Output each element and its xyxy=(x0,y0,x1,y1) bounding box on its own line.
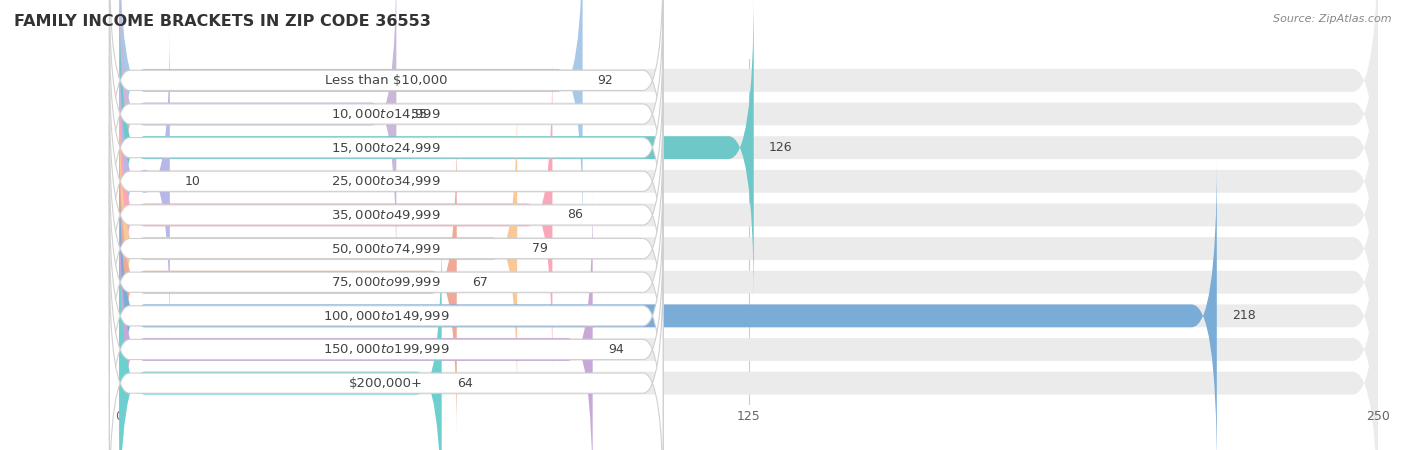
FancyBboxPatch shape xyxy=(120,126,457,439)
Text: $35,000 to $49,999: $35,000 to $49,999 xyxy=(332,208,441,222)
FancyBboxPatch shape xyxy=(120,226,1378,450)
Text: 86: 86 xyxy=(568,208,583,221)
FancyBboxPatch shape xyxy=(110,124,664,373)
Text: FAMILY INCOME BRACKETS IN ZIP CODE 36553: FAMILY INCOME BRACKETS IN ZIP CODE 36553 xyxy=(14,14,430,28)
FancyBboxPatch shape xyxy=(120,0,1378,237)
FancyBboxPatch shape xyxy=(110,57,664,306)
FancyBboxPatch shape xyxy=(110,158,664,407)
Text: 55: 55 xyxy=(412,108,427,121)
FancyBboxPatch shape xyxy=(110,191,664,440)
FancyBboxPatch shape xyxy=(120,193,1378,450)
Text: $25,000 to $34,999: $25,000 to $34,999 xyxy=(332,174,441,188)
Text: $150,000 to $199,999: $150,000 to $199,999 xyxy=(323,342,450,356)
FancyBboxPatch shape xyxy=(120,0,582,237)
Text: 64: 64 xyxy=(457,377,472,390)
FancyBboxPatch shape xyxy=(120,58,1378,372)
Text: 92: 92 xyxy=(598,74,613,87)
FancyBboxPatch shape xyxy=(120,24,170,338)
Text: $50,000 to $74,999: $50,000 to $74,999 xyxy=(332,242,441,256)
FancyBboxPatch shape xyxy=(110,23,664,272)
Text: Source: ZipAtlas.com: Source: ZipAtlas.com xyxy=(1274,14,1392,23)
FancyBboxPatch shape xyxy=(120,58,553,372)
Text: 126: 126 xyxy=(769,141,793,154)
Text: $10,000 to $14,999: $10,000 to $14,999 xyxy=(332,107,441,121)
Text: 79: 79 xyxy=(533,242,548,255)
Text: $75,000 to $99,999: $75,000 to $99,999 xyxy=(332,275,441,289)
Text: 10: 10 xyxy=(186,175,201,188)
FancyBboxPatch shape xyxy=(120,24,1378,338)
FancyBboxPatch shape xyxy=(120,0,396,271)
FancyBboxPatch shape xyxy=(110,90,664,339)
FancyBboxPatch shape xyxy=(110,259,664,450)
FancyBboxPatch shape xyxy=(110,0,664,205)
Text: $200,000+: $200,000+ xyxy=(349,377,423,390)
FancyBboxPatch shape xyxy=(120,0,1378,271)
FancyBboxPatch shape xyxy=(120,92,517,405)
Text: Less than $10,000: Less than $10,000 xyxy=(325,74,447,87)
Text: $100,000 to $149,999: $100,000 to $149,999 xyxy=(323,309,450,323)
FancyBboxPatch shape xyxy=(110,0,664,238)
Text: 67: 67 xyxy=(472,276,488,289)
Text: 218: 218 xyxy=(1232,309,1256,322)
FancyBboxPatch shape xyxy=(120,159,1216,450)
FancyBboxPatch shape xyxy=(120,0,754,304)
FancyBboxPatch shape xyxy=(120,226,441,450)
FancyBboxPatch shape xyxy=(120,92,1378,405)
Text: 94: 94 xyxy=(607,343,623,356)
Text: $15,000 to $24,999: $15,000 to $24,999 xyxy=(332,141,441,155)
FancyBboxPatch shape xyxy=(120,159,1378,450)
FancyBboxPatch shape xyxy=(120,0,1378,304)
FancyBboxPatch shape xyxy=(120,193,593,450)
FancyBboxPatch shape xyxy=(110,225,664,450)
FancyBboxPatch shape xyxy=(120,126,1378,439)
